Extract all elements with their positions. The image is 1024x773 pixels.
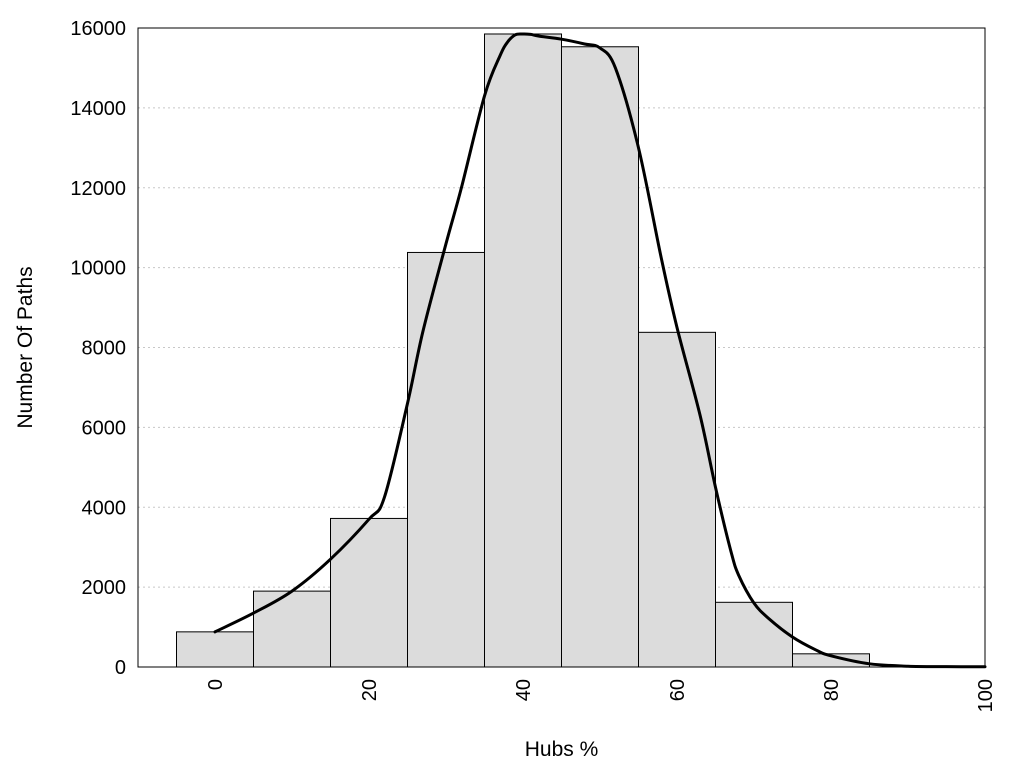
y-tick-label: 2000 [82, 577, 127, 599]
x-axis-title: Hubs % [525, 738, 599, 761]
y-tick-label: 0 [115, 657, 126, 679]
y-tick-label: 14000 [70, 98, 126, 120]
y-tick-label: 16000 [70, 18, 126, 40]
density-curve-layer [213, 32, 987, 669]
y-tick-label: 4000 [82, 497, 127, 519]
histogram-bar [407, 251, 485, 668]
density-curve [213, 32, 987, 669]
y-axis-title: Number Of Paths [14, 266, 37, 428]
histogram-bar [330, 517, 408, 668]
x-tick-label: 0 [205, 679, 227, 690]
x-axis-ticks: 0 20 40 60 80 100 [205, 679, 997, 712]
y-tick-label: 10000 [70, 258, 126, 280]
histogram-bars [176, 33, 870, 668]
y-tick-label: 6000 [82, 417, 127, 439]
plot-frame [137, 27, 986, 668]
grid-lines [138, 107, 985, 588]
histogram-bar [715, 601, 793, 668]
x-tick-label: 20 [359, 679, 381, 701]
histogram-bar [176, 631, 254, 668]
y-tick-label: 12000 [70, 178, 126, 200]
histogram-bar [561, 46, 639, 668]
histogram-bar [638, 331, 716, 668]
y-axis-ticks: 0 2000 4000 6000 8000 10000 12000 14000 16000 [70, 18, 126, 679]
x-tick-label: 40 [513, 679, 535, 701]
histogram-bar [253, 590, 331, 668]
x-tick-label: 60 [667, 679, 689, 701]
x-tick-label: 80 [821, 679, 843, 701]
y-tick-label: 8000 [82, 338, 127, 360]
x-tick-label: 100 [975, 679, 997, 712]
histogram-bar [484, 33, 562, 668]
